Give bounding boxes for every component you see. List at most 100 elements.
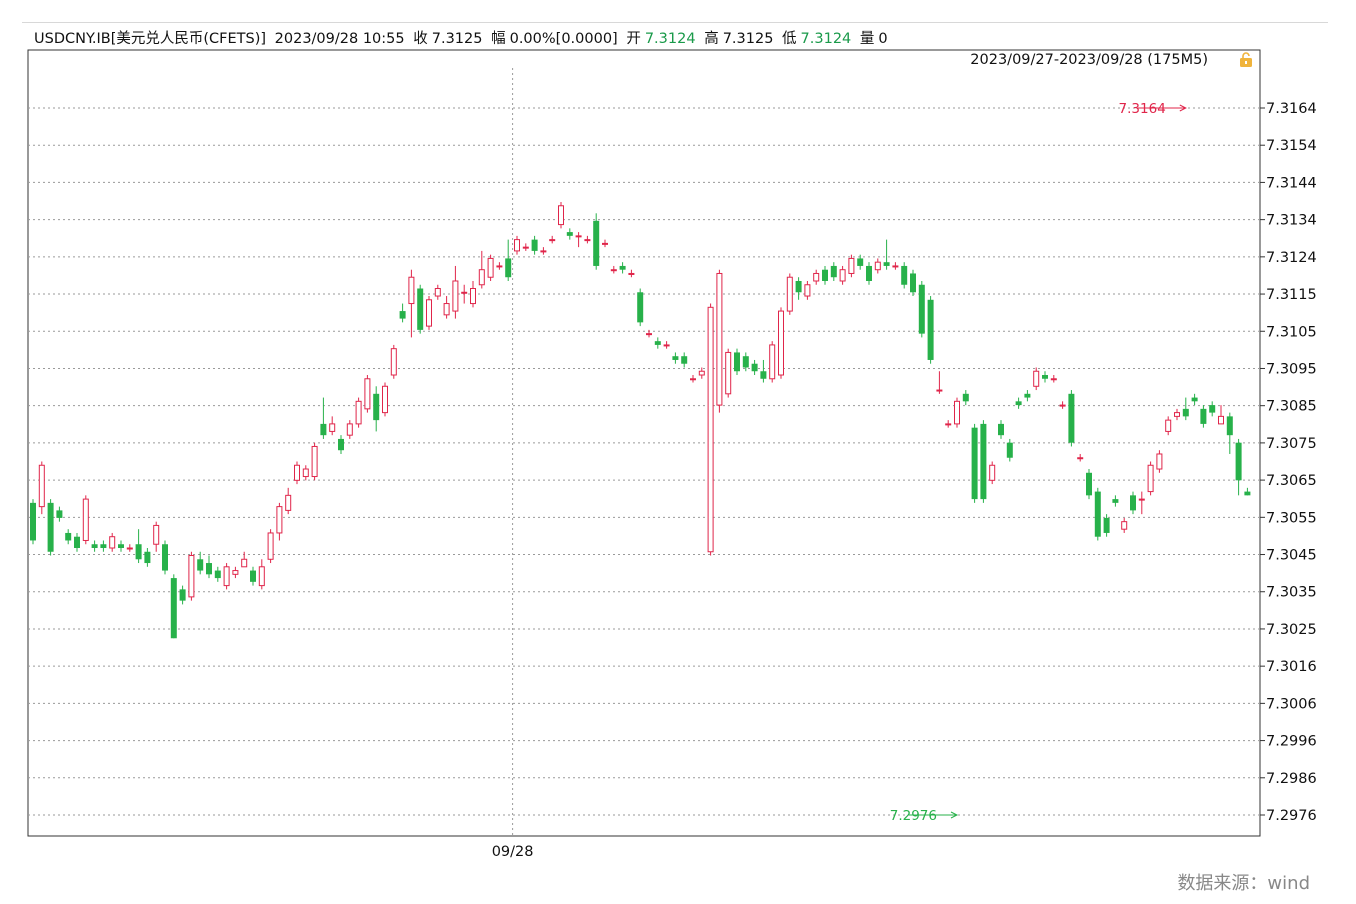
y-tick-label: 7.3035	[1266, 585, 1317, 601]
change-label: 幅	[491, 31, 506, 47]
candle-body	[663, 344, 670, 347]
candle-body	[690, 378, 696, 381]
candle-body	[522, 246, 529, 249]
candle-body	[1138, 498, 1145, 501]
min-marker-label: 7.2976	[890, 808, 937, 824]
candle-body	[346, 423, 353, 436]
candle-body	[162, 544, 168, 571]
y-tick-label: 7.3134	[1266, 213, 1317, 229]
candle-body	[760, 371, 767, 379]
candle-body	[443, 303, 450, 316]
candle-body	[1112, 499, 1119, 503]
candle-body	[839, 269, 846, 282]
candle-body	[1182, 408, 1189, 417]
candle-body	[742, 356, 749, 368]
candle-body	[672, 356, 679, 360]
data-source-label: 数据来源：wind	[1177, 873, 1310, 894]
candle-body	[610, 269, 617, 272]
lock-icon[interactable]	[1239, 52, 1253, 68]
candle-body	[302, 468, 309, 478]
candle-body	[1033, 370, 1040, 387]
candle-body	[426, 299, 432, 327]
top-divider	[22, 22, 1328, 23]
candle-body	[698, 370, 705, 376]
candle-layer	[30, 202, 1251, 639]
symbol-label: USDCNY.IB[美元兑人民币(CFETS)]	[34, 31, 267, 47]
candle-body	[364, 378, 371, 410]
candle-body	[505, 258, 512, 278]
candle-body	[1094, 491, 1101, 537]
candle-body	[250, 570, 256, 582]
candle-body	[276, 506, 283, 534]
candle-body	[214, 570, 221, 579]
candle-body	[866, 265, 872, 281]
candle-body	[496, 265, 503, 268]
candle-body	[399, 311, 406, 319]
candle-body	[1165, 419, 1172, 432]
candle-body	[1006, 442, 1013, 458]
high-label: 高	[704, 31, 719, 47]
candle-body	[170, 578, 177, 639]
candle-body	[329, 423, 336, 432]
y-tick-label: 7.3085	[1266, 399, 1317, 415]
max-marker-label: 7.3164	[1119, 101, 1166, 117]
y-tick-label: 7.3075	[1266, 436, 1317, 452]
candle-body	[487, 257, 494, 278]
candle-body	[478, 269, 485, 286]
grid-layer	[28, 68, 1260, 836]
candle-body	[197, 559, 204, 571]
candle-body	[514, 239, 520, 252]
candle-body	[355, 400, 362, 425]
y-tick-label: 7.3006	[1266, 696, 1317, 712]
y-tick-label: 7.3144	[1266, 175, 1317, 191]
candle-body	[707, 306, 714, 553]
candle-body	[1015, 401, 1022, 406]
y-tick-label: 7.3045	[1266, 548, 1317, 564]
y-tick-label: 7.3025	[1266, 622, 1317, 638]
candle-body	[936, 389, 943, 392]
candle-body	[223, 566, 230, 587]
candle-body	[786, 276, 793, 312]
candle-body	[179, 589, 186, 601]
candle-body	[830, 265, 837, 278]
candle-body	[927, 299, 934, 360]
open-value: 7.3124	[644, 31, 696, 47]
candle-body	[1174, 412, 1180, 417]
candle-body	[681, 356, 688, 364]
candle-body	[56, 510, 63, 518]
y-tick-label: 7.3105	[1266, 324, 1317, 340]
candle-body	[1086, 472, 1092, 496]
volume-label: 量	[859, 31, 875, 47]
candle-body	[1191, 397, 1198, 402]
candle-body	[373, 393, 380, 421]
candle-body	[311, 445, 318, 478]
candle-body	[980, 423, 987, 500]
low-label: 低	[782, 31, 797, 47]
y-tick-label: 7.3154	[1266, 138, 1317, 154]
candle-body	[971, 427, 978, 500]
candle-body	[188, 555, 195, 598]
y-tick-label: 7.3124	[1266, 250, 1317, 266]
candle-body	[109, 536, 116, 549]
candle-body	[566, 232, 573, 236]
candle-body	[857, 258, 864, 266]
candle-body	[593, 220, 600, 266]
axis-layer: 7.3164 7.3154 7.3144 7.3134 7.3124 7.3115 7.31…	[492, 101, 1317, 860]
candle-body	[1024, 393, 1031, 398]
volume-value: 0	[878, 31, 888, 47]
y-tick-label: 7.2986	[1266, 771, 1317, 787]
candle-body	[417, 288, 424, 330]
candle-body	[1042, 375, 1048, 379]
candle-body	[1226, 416, 1233, 436]
candle-body	[126, 547, 133, 550]
candle-body	[848, 257, 855, 274]
candle-body	[1218, 415, 1224, 425]
candle-body	[654, 341, 661, 345]
candle-body	[1156, 453, 1163, 470]
candle-body	[918, 284, 925, 334]
candle-body	[725, 351, 732, 395]
candle-body	[628, 272, 635, 275]
candle-body	[1147, 464, 1154, 493]
candle-body	[30, 502, 36, 541]
high-value: 7.3125	[722, 31, 774, 47]
